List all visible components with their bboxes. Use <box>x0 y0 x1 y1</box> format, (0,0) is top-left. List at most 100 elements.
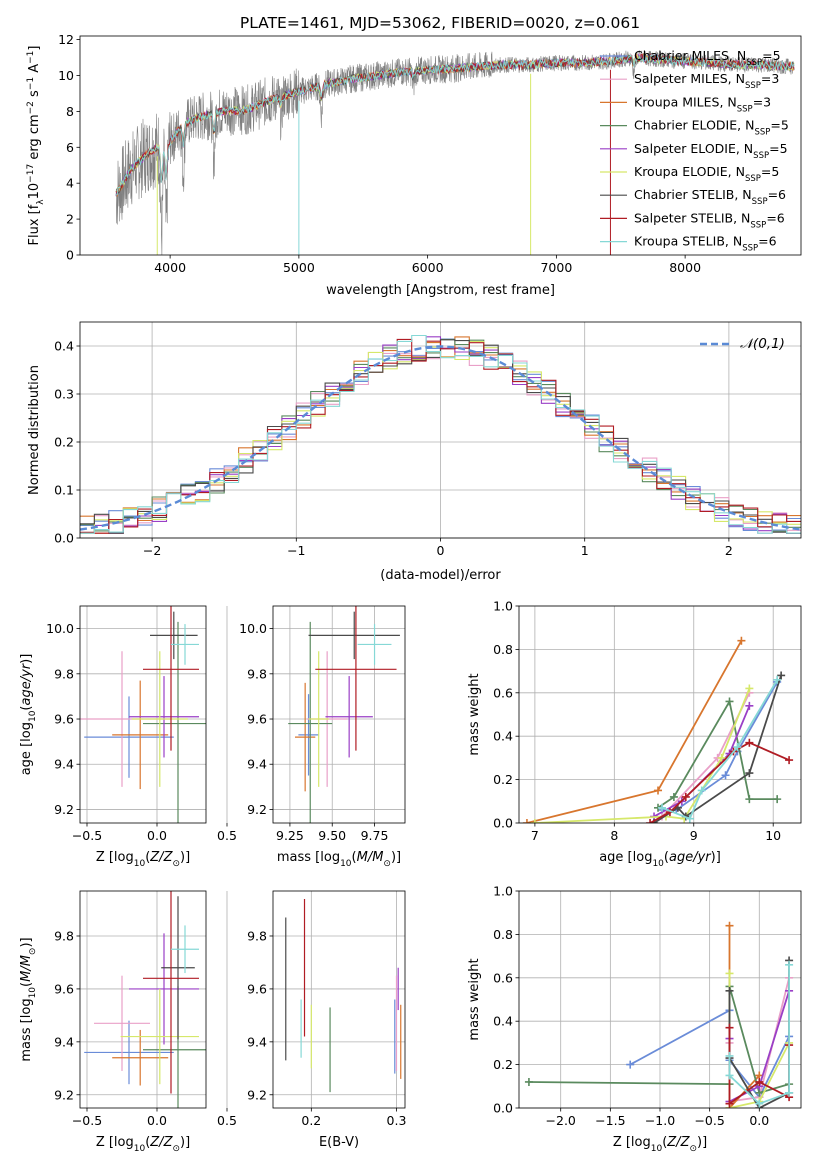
legend-text: Salpeter ELODIE, N <box>634 141 753 156</box>
y-axis-label: mass weight <box>467 673 482 755</box>
x-axis-label: E(B-V) <box>319 1135 359 1150</box>
y-tick-label: 10 <box>58 68 74 83</box>
y-tick-label: 9.4 <box>247 757 267 772</box>
x-tick-label: 0.3 <box>387 1113 407 1128</box>
x-tick-label: 9.25 <box>276 828 304 843</box>
label-part: )] <box>19 654 34 664</box>
weight-point <box>785 960 794 969</box>
label-part: 10 <box>340 859 352 869</box>
panel-age-vs-mass: 9.25 9.50 9.75 9.2 9.4 9.6 9.8 10.0 mass [log10(… <box>239 605 406 869</box>
label-part: 10 <box>28 987 38 999</box>
weight-point <box>785 756 794 765</box>
weight-point <box>530 819 539 823</box>
y-axis-label: age [log10(age/yr)] <box>19 654 38 776</box>
y-tick-label: 9.6 <box>54 981 74 996</box>
x-axis-label: age [log10(age/yr)] <box>599 850 721 869</box>
y-tick-label: 0.6 <box>493 685 513 700</box>
y-tick-label: 4 <box>66 176 74 191</box>
panel-mass-vs-Z: −0.5 0.0 0.59.29.49.69.8Z [log10(Z/Z⊙)]mas… <box>19 890 237 1154</box>
weight-point <box>725 1071 734 1080</box>
plot-area <box>115 50 795 255</box>
histogram-step <box>80 334 801 534</box>
legend-subscript: SSP <box>753 151 769 161</box>
y-tick-label: 2 <box>66 212 74 227</box>
label-part: ( <box>664 850 669 865</box>
legend-subscript: SSP <box>745 174 761 184</box>
weight-line <box>649 741 790 823</box>
x-tick-label: 9.75 <box>361 828 389 843</box>
label-part: mass [log <box>277 850 340 865</box>
legend-subscript: SSP <box>737 104 753 114</box>
weight-point <box>522 819 531 823</box>
plot-area <box>84 891 206 1108</box>
y-tick-label: 0.6 <box>493 970 513 985</box>
label-part: 10 <box>28 710 38 722</box>
legend-entry: Chabrier MILES, NSSP=5 <box>634 48 781 68</box>
y-tick-label: 6 <box>66 140 74 155</box>
label-part: Z [log <box>96 1135 134 1150</box>
x-tick-label: −0.5 <box>72 1113 102 1128</box>
label-part: s <box>27 90 42 101</box>
panel-mass-vs-EBV: 0.2 0.3 9.2 9.4 9.6 9.8 E(B-V) <box>247 890 407 1150</box>
x-tick-label: 0.2 <box>301 1113 321 1128</box>
weight-point <box>745 701 754 710</box>
label-part: 10 <box>651 1144 663 1154</box>
label-part: ( <box>19 706 34 711</box>
weight-line <box>662 681 778 811</box>
label-part: 10 <box>27 183 42 200</box>
legend-entry: Salpeter STELIB, NSSP=6 <box>634 210 785 230</box>
legend-entry: Kroupa STELIB, NSSP=6 <box>634 234 777 254</box>
y-tick-label: 10.0 <box>46 621 74 636</box>
legend-text: Kroupa MILES, N <box>634 94 737 109</box>
x-tick-label: 7000 <box>540 260 572 275</box>
weight-point <box>785 1088 794 1097</box>
x-tick-label: −1 <box>287 543 305 558</box>
weight-point <box>725 986 734 995</box>
axes-frame <box>79 890 207 1109</box>
label-part: Z/Z <box>149 850 173 865</box>
label-part: M/M <box>19 955 34 982</box>
legend-subscript: SSP <box>745 81 761 91</box>
histogram-step <box>80 338 801 534</box>
weight-point <box>725 921 734 930</box>
x-tick-label: −1.0 <box>645 1113 675 1128</box>
y-tick-label: 9.6 <box>54 712 74 727</box>
legend-text: =3 <box>761 71 779 86</box>
y-tick-label: 1.0 <box>493 599 513 614</box>
legend-text: Chabrier MILES, N <box>634 48 746 63</box>
weight-point <box>721 771 730 780</box>
weight-point <box>733 743 742 752</box>
x-tick-label: 4000 <box>154 260 186 275</box>
axes-frame <box>79 35 802 256</box>
y-axis-label: mass [log10(M/M⊙)] <box>19 937 38 1061</box>
y-tick-label: 10.0 <box>239 621 267 636</box>
y-axis-label: Flux [fλ10−17 erg cm−2 s−1 A−1] <box>26 46 46 246</box>
label-part: Z/Z <box>666 1135 690 1150</box>
figure-title: PLATE=1461, MJD=53062, FIBERID=0020, z=0… <box>240 14 640 32</box>
weight-point <box>657 803 666 812</box>
legend-subscript: SSP <box>752 197 768 207</box>
weight-point <box>755 1077 764 1086</box>
panel-spectrum: 4000 5000 6000 7000 8000 0 2 4 6 8 10 12 wavelength … <box>26 32 802 298</box>
legend-subscript: SSP <box>742 244 758 254</box>
x-tick-label: 0.5 <box>217 828 237 843</box>
label-part: M/M <box>357 850 384 865</box>
weight-point <box>725 1023 734 1032</box>
legend-text: =6 <box>758 234 776 249</box>
label-part: )] <box>19 937 34 947</box>
weight-point <box>745 684 754 693</box>
label-part: Z/Z <box>149 1135 173 1150</box>
legend-text: Salpeter STELIB, N <box>634 210 750 225</box>
y-tick-label: 0.4 <box>493 1014 513 1029</box>
plot-area <box>522 636 794 823</box>
x-tick-label: −1.5 <box>595 1113 625 1128</box>
y-tick-label: 0.4 <box>54 339 74 354</box>
legend-text: =5 <box>761 164 779 179</box>
label-part: age/yr <box>669 850 712 865</box>
x-tick-label: 0.0 <box>147 1113 167 1128</box>
y-tick-label: 1.0 <box>493 884 513 899</box>
y-tick-label: 0.2 <box>54 435 74 450</box>
x-tick-label: 0.5 <box>217 1113 237 1128</box>
label-part: Z [log <box>96 850 134 865</box>
